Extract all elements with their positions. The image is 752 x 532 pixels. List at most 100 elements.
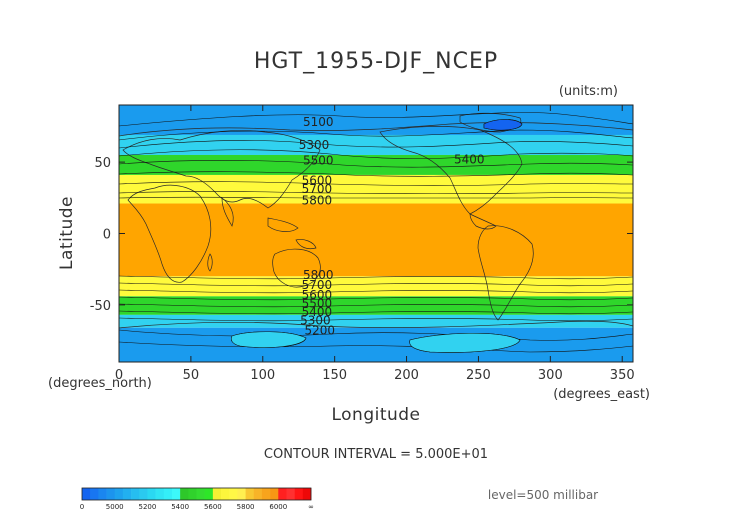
- colorbar-swatch-4-1: [221, 488, 230, 500]
- contour-n8: [119, 191, 633, 195]
- y-tick-label-2: -50: [90, 299, 111, 314]
- contour-label-0: 5100: [303, 115, 334, 129]
- coast-australia: [272, 248, 321, 288]
- colorbar-swatch-5-2: [261, 488, 271, 500]
- y-tick-label-0: 50: [94, 156, 111, 171]
- contour-label-2: 5300: [299, 138, 330, 152]
- band-0: [119, 105, 633, 135]
- x-unit-label: (degrees_east): [553, 387, 650, 402]
- colorbar-swatch-0-2: [98, 488, 107, 500]
- coastline-outlines: [119, 112, 633, 329]
- colorbar-labels: 0 5000 5200 5400 5600 5800 6000 ∞: [80, 503, 314, 511]
- band-4: [119, 203, 633, 277]
- band-5: [119, 276, 633, 297]
- x-tick-label-1: 50: [183, 368, 200, 383]
- colorbar-label-4: 5600: [204, 503, 222, 511]
- colorbar-swatch-6-2: [294, 488, 304, 500]
- band-2: [119, 154, 633, 175]
- x-tick-label-4: 200: [394, 368, 419, 383]
- colorbar-swatch-2-2: [163, 488, 173, 500]
- colorbar-swatch-2-1: [155, 488, 165, 500]
- colorbar-swatch-5-1: [253, 488, 263, 500]
- colorbar-swatch-5-3: [270, 488, 279, 500]
- coast-india: [221, 197, 234, 227]
- contour-s5: [119, 303, 633, 308]
- colorbar-label-3: 5400: [171, 503, 189, 511]
- polar-low-north: [483, 119, 523, 131]
- coast-se-asia-islands: [267, 217, 317, 250]
- colorbar-swatch-6-3: [302, 488, 312, 500]
- contour-n2: [119, 129, 633, 141]
- colorbar-label-2: 5200: [139, 503, 157, 511]
- colorbar-label-0: 0: [80, 503, 84, 511]
- y-axis-label: Latitude: [57, 196, 77, 270]
- colorbar-label-1: 5000: [106, 503, 124, 511]
- colorbar-swatch-4-2: [229, 488, 238, 500]
- contour-label-11: 5400: [302, 305, 333, 319]
- coast-africa: [127, 184, 212, 283]
- polar-low-south-right: [409, 332, 521, 353]
- coast-north-america: [379, 126, 523, 215]
- contour-label-group: 5100540053005500560057005800580057005600…: [299, 115, 485, 337]
- contour-n5: [119, 159, 633, 168]
- colorbar-swatch-0-1: [90, 488, 99, 500]
- colorbar: [81, 487, 312, 501]
- polar-patches: [231, 119, 523, 353]
- contour-label-4: 5600: [302, 174, 333, 188]
- coast-central-america: [469, 213, 497, 230]
- colorbar-swatch-1-0: [114, 488, 124, 500]
- colorbar-swatch-4-0: [212, 488, 222, 500]
- contour-s7: [119, 317, 633, 322]
- colorbar-label-5: 5800: [237, 503, 255, 511]
- colorbar-swatch-4-3: [237, 488, 246, 500]
- colorbar-swatch-5-0: [245, 488, 255, 500]
- contour-label-1: 5400: [454, 152, 485, 166]
- contour-n4: [119, 149, 633, 159]
- colorbar-swatch-0-0: [82, 488, 91, 500]
- y-unit-label: (degrees_north): [48, 376, 152, 391]
- band-3: [119, 174, 633, 204]
- contour-label-7: 5800: [303, 268, 334, 282]
- level-label: level=500 millibar: [488, 488, 598, 502]
- chart-title: HGT_1955-DJF_NCEP: [254, 49, 498, 74]
- colorbar-swatch-3-3: [204, 488, 214, 500]
- contour-n1: [119, 112, 633, 127]
- x-tick-label-6: 300: [538, 368, 563, 383]
- contour-n6: [119, 171, 633, 177]
- colorbar-swatch-3-2: [196, 488, 205, 500]
- band-group: [119, 105, 633, 362]
- x-axis-label: Longitude: [331, 405, 420, 425]
- x-tick-label-7: 350: [610, 368, 635, 383]
- colorbar-label-7: ∞: [308, 503, 314, 511]
- contour-label-3: 5500: [303, 154, 334, 168]
- x-tick-label-0: 0: [115, 368, 123, 383]
- band-7: [119, 314, 633, 328]
- contour-label-9: 5600: [302, 288, 333, 302]
- band-1: [119, 134, 633, 155]
- coast-south-america: [477, 225, 534, 321]
- contour-interval-text: CONTOUR INTERVAL = 5.000E+01: [264, 447, 488, 462]
- contour-s3: [119, 289, 633, 294]
- contour-n7: [119, 181, 633, 186]
- colorbar-frame: [81, 487, 312, 501]
- colorbar-swatch-1-3: [139, 488, 148, 500]
- tick-marks: [118, 105, 633, 362]
- contour-label-8: 5700: [302, 278, 333, 292]
- coast-arctic-rim: [119, 122, 633, 137]
- contour-s2: [119, 282, 633, 287]
- contour-n3: [119, 140, 633, 149]
- contour-s8: [119, 329, 633, 341]
- contour-n9: [119, 196, 633, 199]
- colorbar-swatch-1-2: [131, 488, 140, 500]
- contour-label-5: 5700: [302, 182, 333, 196]
- tick-labels: 0 50 100 150 200 250 300 350 50 0 -50: [90, 156, 635, 383]
- colorbar-swatch-3-1: [188, 488, 197, 500]
- plot-area: 5100540053005500560057005800580057005600…: [90, 104, 635, 383]
- units-label: (units:m): [559, 84, 618, 99]
- colorbar-label-6: 6000: [269, 503, 287, 511]
- coast-eurasia: [122, 130, 321, 209]
- colorbar-swatch-6-0: [278, 488, 287, 500]
- contour-label-12: 5300: [300, 314, 331, 328]
- contour-s6: [119, 310, 633, 315]
